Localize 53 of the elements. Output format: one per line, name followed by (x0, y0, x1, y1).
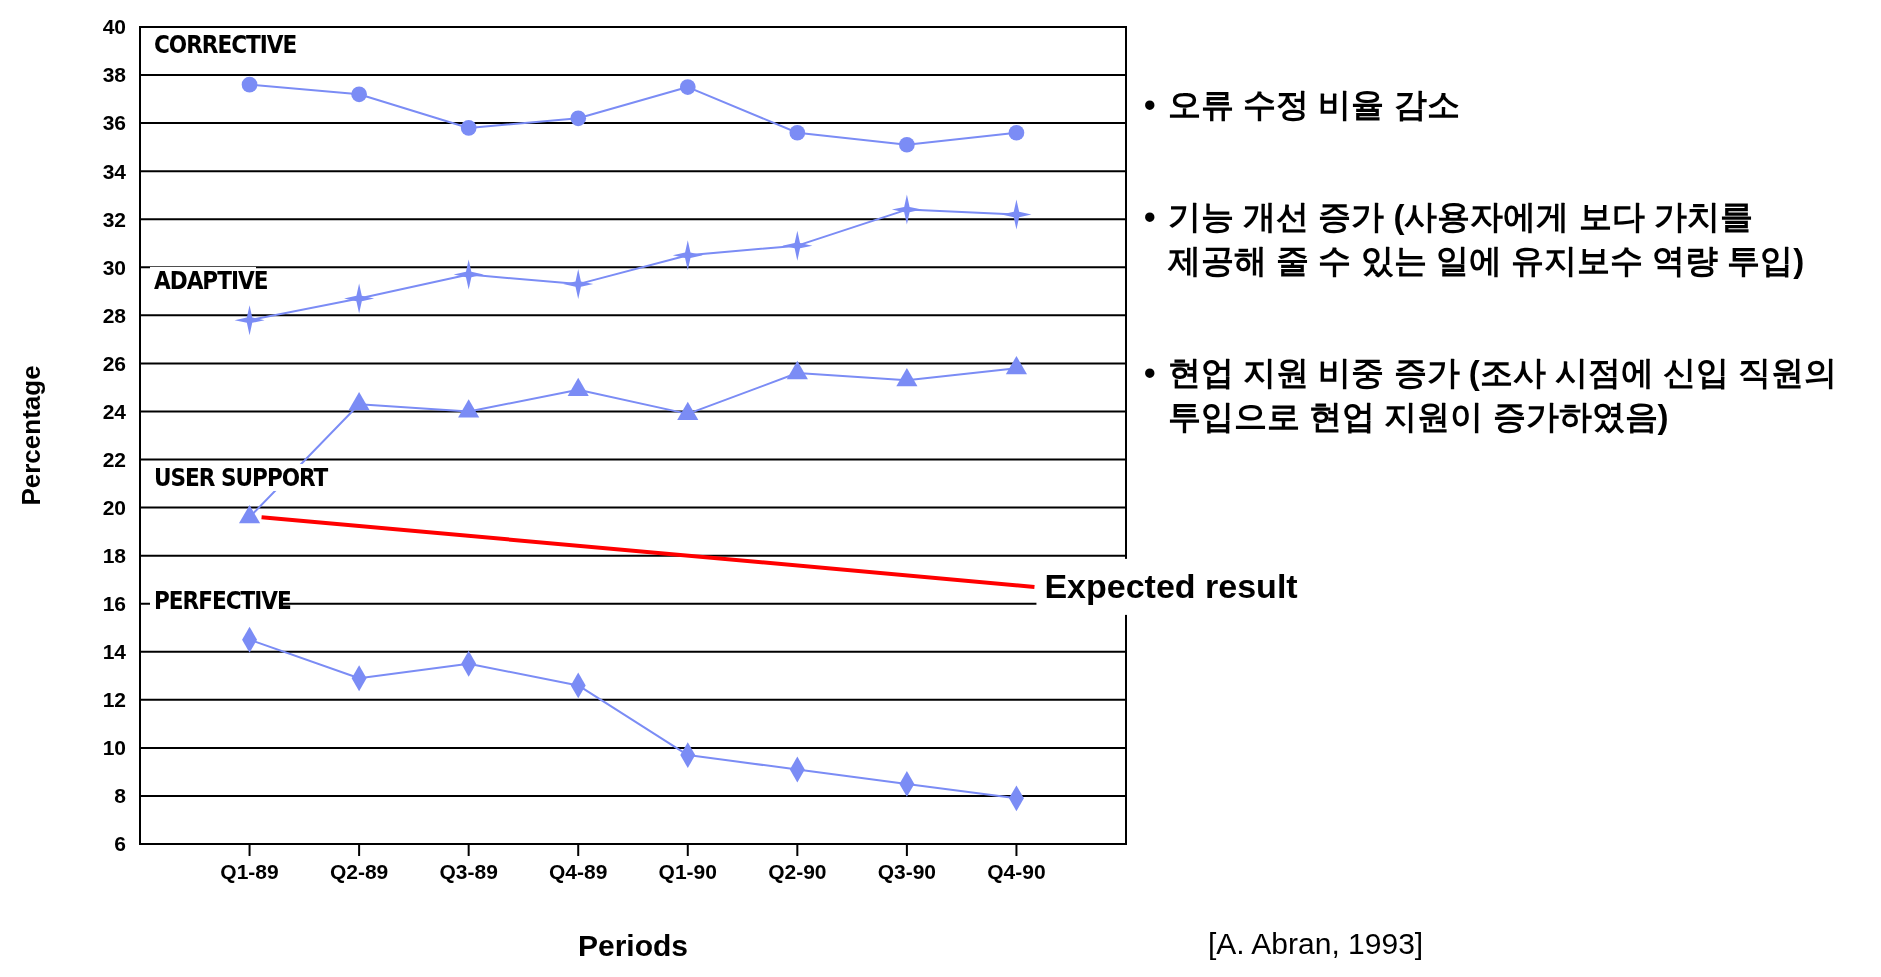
point (241, 76, 258, 93)
point (460, 120, 477, 136)
y-tick-label: 6 (114, 832, 126, 856)
y-tick-label: 24 (102, 399, 127, 423)
point (679, 79, 696, 95)
series-label: ADAPTIVE (154, 266, 268, 295)
point (782, 230, 813, 261)
x-tick-label: Q4-89 (549, 860, 608, 883)
series-label: PERFECTIVE (154, 586, 292, 615)
point (891, 194, 922, 225)
text: • 오류 수정 비율 감소 (1144, 86, 1460, 123)
y-tick-label: 8 (114, 784, 127, 808)
point (789, 124, 806, 141)
point (453, 259, 484, 290)
x-tick-label: Q2-90 (768, 860, 827, 883)
x-tick-label: Q3-90 (877, 860, 937, 883)
y-tick-label: 14 (102, 640, 127, 664)
point (563, 269, 594, 300)
series-label: Expected result (1044, 566, 1298, 605)
y-tick-label: 38 (102, 63, 127, 87)
series-label: CORRECTIVE (154, 31, 297, 60)
y-tick-label: 22 (102, 447, 126, 471)
y-tick-label: 28 (102, 303, 127, 327)
y-tick-label: 12 (102, 688, 126, 712)
series-label: USER SUPPORT (154, 463, 329, 492)
y-axis-title: Percentage (16, 365, 46, 506)
text: • 기능 개선 증가 (사용자에게 보다 가치를 제공해 줄 수 있는 일에 유지보수 역량 투입) (1144, 198, 1805, 279)
x-tick-label: Q2-89 (329, 860, 389, 883)
point (344, 283, 375, 314)
point (570, 110, 587, 127)
y-tick-label: 20 (102, 495, 126, 519)
text: [A. Abran, 1993] (1208, 927, 1424, 960)
point (234, 305, 265, 336)
point (672, 240, 703, 271)
x-tick-label: Q3-89 (439, 860, 498, 883)
x-tick-label: Q1-90 (658, 860, 717, 883)
y-tick-label: 26 (102, 351, 126, 375)
text: • 현업 지원 비중 증가 (조사 시점에 신입 직원의 투입으로 현업 지원이 증가하였음) (1144, 354, 1838, 435)
y-tick-label: 18 (102, 544, 127, 567)
x-tick-label: Q4-90 (987, 860, 1046, 883)
y-tick-label: 30 (102, 255, 126, 279)
y-tick-label: 10 (102, 736, 126, 760)
point (899, 136, 915, 153)
y-tick-label: 34 (102, 159, 127, 183)
point (1008, 124, 1025, 141)
x-tick-label: Q1-89 (220, 860, 279, 883)
point (1001, 199, 1032, 230)
y-tick-label: 40 (102, 15, 126, 39)
point (351, 86, 367, 103)
y-tick-label: 36 (102, 111, 126, 135)
x-axis-title: Periods (577, 929, 689, 962)
y-tick-label: 16 (102, 592, 126, 616)
y-tick-label: 32 (102, 207, 126, 231)
